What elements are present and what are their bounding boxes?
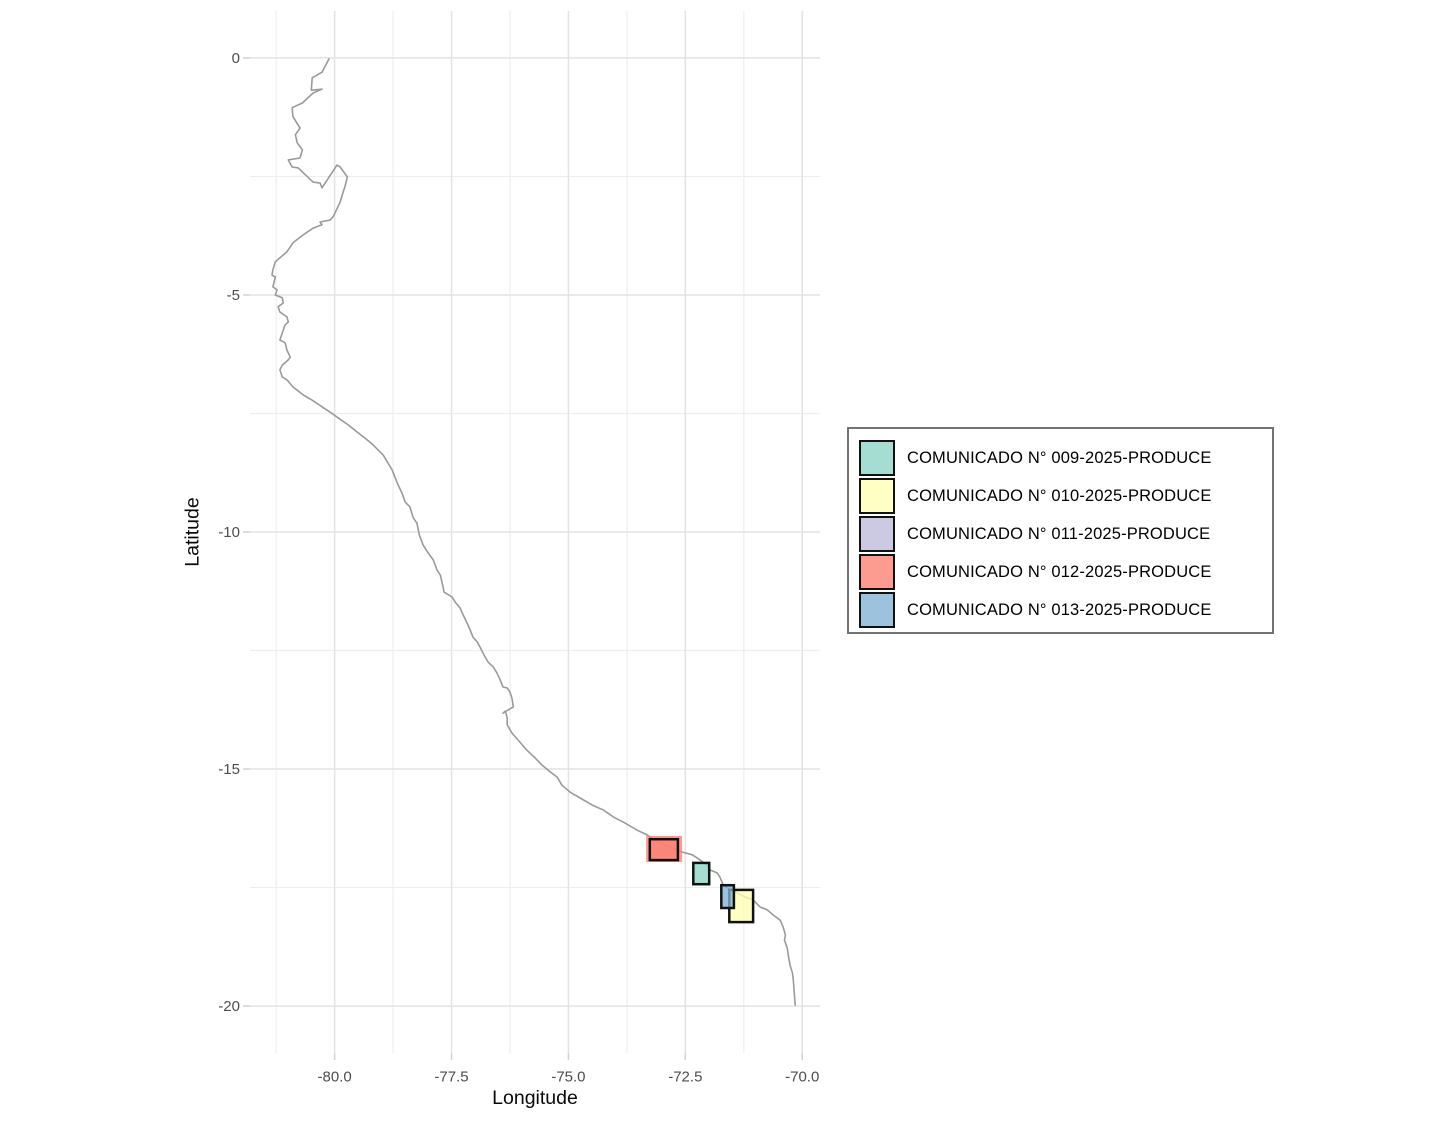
legend-item: COMUNICADO N° 011-2025-PRODUCE [859, 515, 1272, 553]
y-tick-label: -20 [218, 998, 240, 1015]
legend-label: COMUNICADO N° 009-2025-PRODUCE [907, 448, 1212, 467]
y-tick-label: -15 [218, 761, 240, 778]
legend-label: COMUNICADO N° 010-2025-PRODUCE [907, 486, 1212, 505]
axis-ticks [243, 57, 803, 1060]
legend-item: COMUNICADO N° 009-2025-PRODUCE [859, 439, 1272, 477]
legend-item: COMUNICADO N° 012-2025-PRODUCE [859, 553, 1272, 591]
zone-013 [720, 883, 736, 910]
x-tick-labels: -80.0 -77.5 -75.0 -72.5 -70.0 [318, 1069, 820, 1086]
legend-item: COMUNICADO N° 010-2025-PRODUCE [859, 477, 1272, 515]
legend-swatch [859, 440, 895, 476]
legend-box: COMUNICADO N° 009-2025-PRODUCE COMUNICADO… [847, 427, 1274, 634]
legend-swatch [859, 554, 895, 590]
zone-012 [648, 837, 680, 862]
x-tick-label: -70.0 [785, 1069, 819, 1086]
gridlines-major [250, 11, 820, 1053]
y-tick-label: 0 [232, 50, 240, 67]
zone-009 [692, 861, 711, 886]
x-tick-label: -72.5 [668, 1069, 702, 1086]
x-tick-label: -80.0 [318, 1069, 352, 1086]
x-tick-label: -75.0 [551, 1069, 585, 1086]
legend-label: COMUNICADO N° 011-2025-PRODUCE [907, 524, 1211, 543]
y-tick-labels: 0 -5 -10 -15 -20 [218, 50, 240, 1015]
legend-swatch [859, 516, 895, 552]
legend-item: COMUNICADO N° 013-2025-PRODUCE [859, 591, 1272, 629]
comunicado-zones [646, 835, 755, 924]
legend-label: COMUNICADO N° 013-2025-PRODUCE [907, 600, 1212, 619]
legend-label: COMUNICADO N° 012-2025-PRODUCE [907, 562, 1212, 581]
y-tick-label: -10 [218, 524, 240, 541]
x-axis-title: Longitude [492, 1087, 578, 1109]
y-axis-title: Latitude [181, 497, 204, 567]
x-tick-label: -77.5 [434, 1069, 468, 1086]
legend-swatch [859, 592, 895, 628]
legend-swatch [859, 478, 895, 514]
y-tick-label: -5 [227, 287, 240, 304]
